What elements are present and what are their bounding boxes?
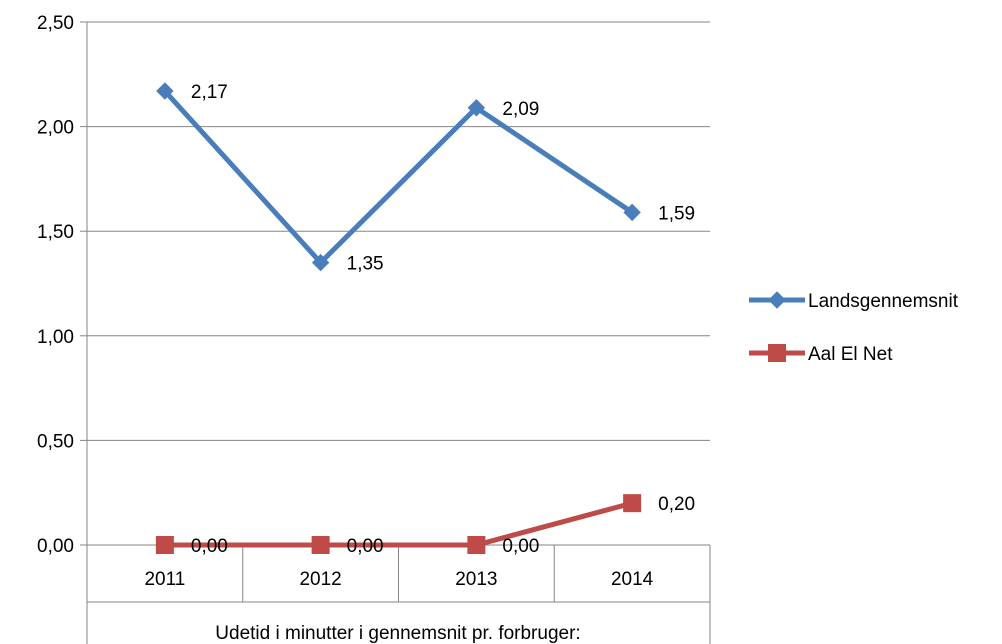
landsgennemsnit-data-label: 2,09: [502, 99, 539, 120]
x-axis-categories: 2011 2012 2013 2014: [87, 545, 711, 644]
series-markers: [155, 82, 642, 554]
landsgennemsnit-data-label: 2,17: [191, 82, 228, 103]
landsgennemsnit-marker: [623, 203, 641, 222]
y-tick-label: 0,50: [37, 431, 74, 452]
landsgennemsnit-line: [163, 89, 634, 266]
aal-el-net-line: [164, 500, 633, 548]
x-category-label: 2013: [455, 569, 497, 590]
y-axis-ticks: 0,00 0,50 1,00 1,50 2,00 2,50: [37, 13, 87, 557]
x-category-label: 2012: [299, 569, 341, 590]
legend-item-landsgennemsnit: Landsgennemsnit: [749, 291, 959, 312]
aal-el-net-marker: [623, 494, 642, 513]
legend-label: Aal El Net: [808, 344, 893, 365]
data-labels: 2,17 1,35 2,09 1,59 0,00 0,00 0,00 0,20: [191, 82, 695, 557]
aal-el-net-marker: [467, 536, 486, 554]
landsgennemsnit-marker: [467, 99, 486, 117]
aal-el-net-data-label: 0,00: [191, 536, 228, 557]
landsgennemsnit-marker: [311, 253, 330, 272]
x-category-label: 2011: [144, 569, 185, 590]
legend-landsgennemsnit-marker: [768, 291, 786, 309]
x-category-label: 2014: [611, 569, 654, 590]
y-tick-label: 2,50: [37, 13, 74, 34]
legend-label: Landsgennemsnit: [808, 291, 959, 312]
landsgennemsnit-marker: [156, 82, 174, 100]
landsgennemsnit-data-label: 1,59: [658, 203, 695, 224]
y-tick-label: 1,00: [37, 327, 74, 348]
aal-el-net-marker: [155, 536, 174, 554]
legend: Landsgennemsnit Aal El Net: [749, 291, 959, 365]
gridlines: [87, 21, 710, 441]
aal-el-net-data-label: 0,00: [347, 536, 384, 557]
aal-el-net-data-label: 0,20: [658, 494, 695, 515]
legend-item-aal-el-net: Aal El Net: [749, 344, 893, 365]
aal-el-net-data-label: 0,00: [502, 536, 539, 557]
y-tick-label: 2,00: [37, 118, 74, 139]
y-tick-label: 0,00: [37, 536, 74, 557]
x-axis-title: Udetid i minutter i gennemsnit pr. forbr…: [215, 623, 580, 644]
series-lines: [163, 89, 634, 548]
aal-el-net-marker: [311, 536, 330, 554]
landsgennemsnit-data-label: 1,35: [347, 254, 384, 275]
legend-aal-el-net-marker: [768, 344, 786, 362]
y-tick-label: 1,50: [37, 222, 74, 243]
